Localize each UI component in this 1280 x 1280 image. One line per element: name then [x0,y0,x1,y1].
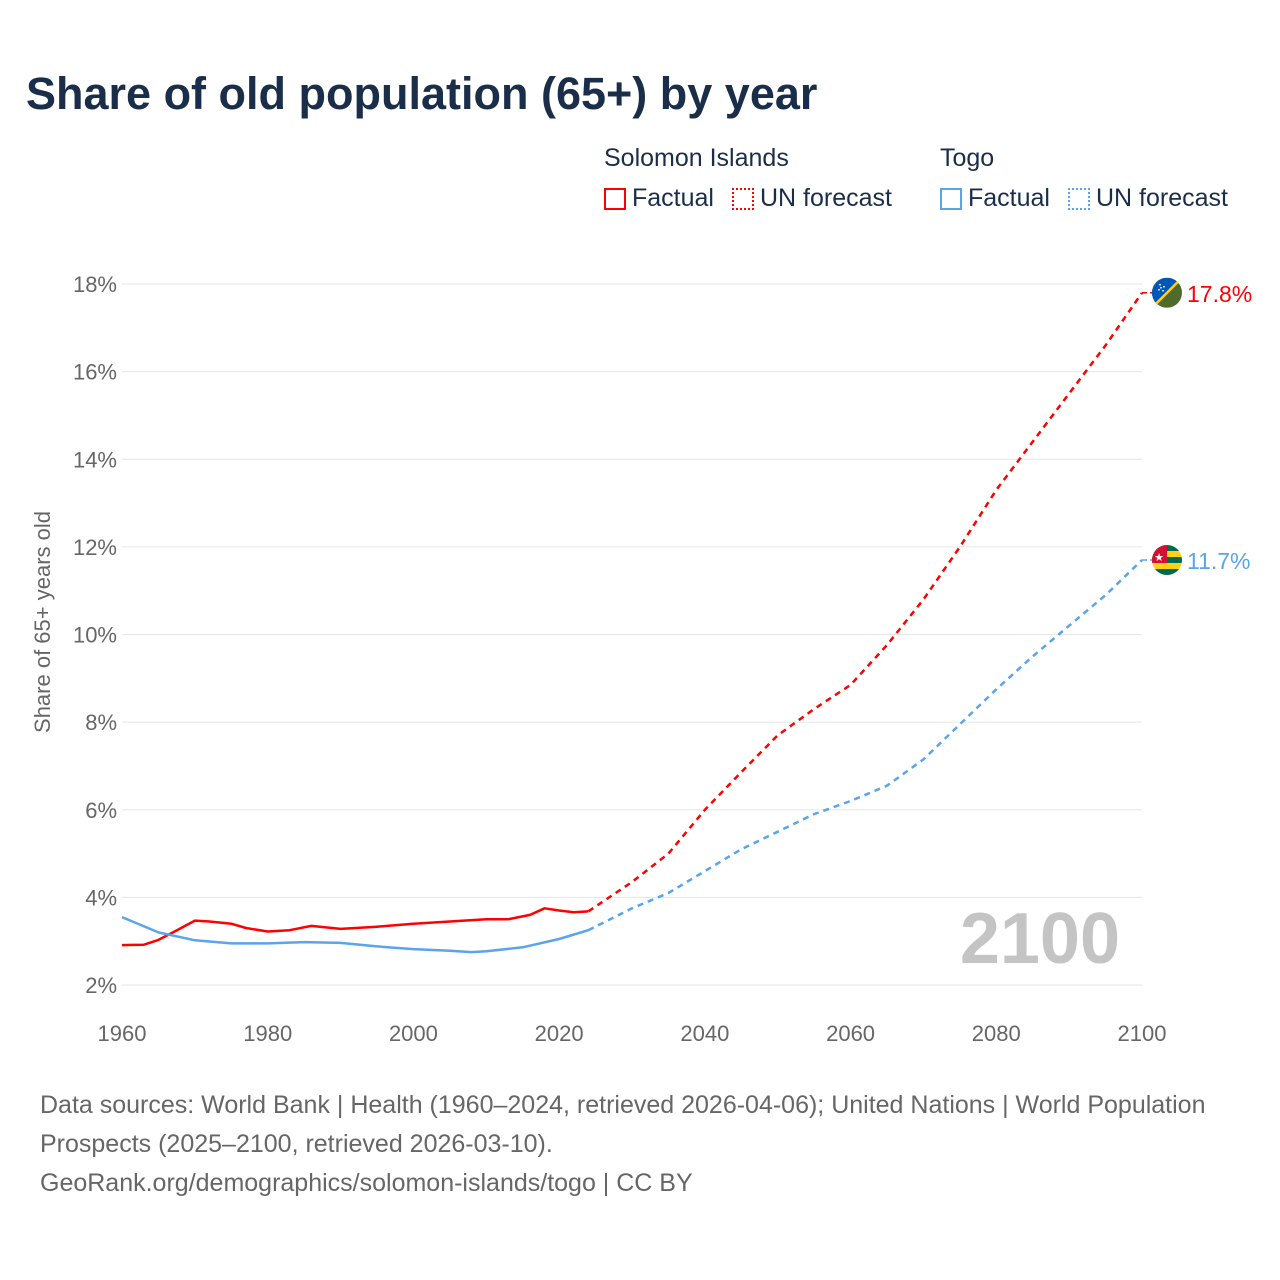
x-tick-label: 2080 [972,1021,1021,1046]
legend-label: Factual [632,184,714,212]
y-tick-label: 18% [73,272,117,297]
y-tick-label: 16% [73,360,117,385]
flag-body: ★ [1152,545,1182,576]
flag-stripe [1152,569,1182,576]
x-tick-label: 2040 [680,1021,729,1046]
togo-forecast-line [587,559,1143,932]
togo-flag-icon: ★ [1152,545,1182,576]
legend-item-solomon-factual[interactable]: Factual [604,184,714,213]
data-sources: Data sources: World Bank | Health (1960–… [40,1091,1206,1158]
flag-star [1160,286,1162,289]
x-tick-label: 2100 [1118,1021,1167,1046]
y-tick-label: 6% [85,798,117,823]
x-tick-label: 2000 [389,1021,438,1046]
end-value-label: 11.7% [1187,548,1251,574]
y-tick-label: 4% [85,885,117,910]
solid-swatch-icon [940,187,962,210]
chart-title: Share of old population (65+) by year [26,68,818,119]
solid-swatch-icon [604,187,626,210]
legend-group-togo: Togo [940,144,995,172]
y-tick-label: 2% [85,973,117,998]
dotted-swatch-icon [731,187,754,210]
legend-label: UN forecast [1095,184,1228,212]
solomon-islands-forecast-line [587,292,1144,913]
x-tick-label: 1960 [98,1021,147,1046]
y-tick-label: 10% [73,623,117,648]
flag-star [1162,289,1164,292]
legend-solomon-islands: Factual UN forecast [604,184,892,213]
x-tick-label: 2020 [535,1021,584,1046]
legend-group-solomon-islands: Solomon Islands [604,144,789,172]
flag-body [1152,277,1182,308]
footer: Data sources: World Bank | Health (1960–… [40,1086,1220,1203]
legend-item-togo-forecast[interactable]: UN forecast [1067,184,1228,213]
flag-star [1158,288,1160,291]
legend-label: Factual [968,184,1050,212]
y-tick-label: 12% [73,535,117,560]
credit: GeoRank.org/demographics/solomon-islands… [40,1169,693,1197]
legend-item-solomon-forecast[interactable]: UN forecast [731,184,892,213]
flag-star: ★ [1154,552,1164,564]
togo-factual-line [121,915,589,954]
flag-star [1163,285,1165,288]
x-tick-label: 2060 [826,1021,875,1046]
dotted-swatch-icon [1067,187,1090,210]
solomon-islands-flag-icon [1152,277,1182,308]
flag-stripe [1152,563,1182,570]
y-tick-label: 14% [73,447,117,472]
legend-label: UN forecast [759,184,892,212]
legend-togo: Factual UN forecast [940,184,1228,213]
flag-stripe [1152,277,1182,308]
y-tick-label: 8% [85,710,117,735]
y-axis-label: Share of 65+ years old [30,511,55,733]
solomon-islands-factual-line [121,907,589,947]
legend-item-togo-factual[interactable]: Factual [940,184,1050,213]
year-watermark: 2100 [960,899,1120,979]
x-tick-label: 1980 [243,1021,292,1046]
end-value-label: 17.8% [1187,281,1252,307]
flag-star [1159,283,1161,286]
